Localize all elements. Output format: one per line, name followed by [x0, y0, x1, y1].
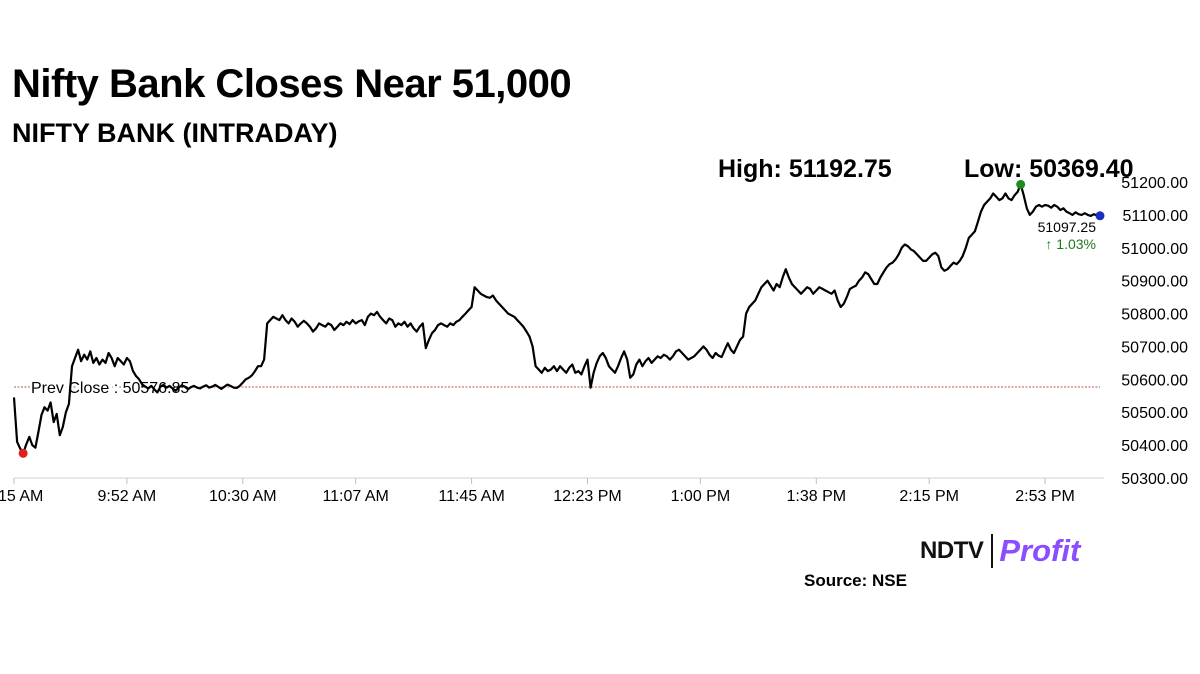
- logo-divider: [991, 534, 994, 568]
- y-tick-label: 51000.00: [1121, 241, 1188, 258]
- price-line: [12, 183, 1101, 455]
- x-tick-label: 9:15 AM: [0, 488, 43, 505]
- x-tick-label: 2:53 PM: [1015, 488, 1075, 505]
- x-tick-label: 11:45 AM: [438, 488, 504, 505]
- prev-close-label: Prev Close : 50576.85: [31, 380, 189, 397]
- x-tick-label: 2:15 PM: [899, 488, 959, 505]
- x-tick-label: 10:30 AM: [209, 488, 277, 505]
- chart-title: Nifty Bank Closes Near 51,000: [12, 62, 572, 106]
- change-label: ↑ 1.03%: [1045, 236, 1096, 252]
- low-stat: Low: 50369.40: [964, 155, 1134, 183]
- y-tick-label: 50400.00: [1121, 438, 1188, 455]
- y-tick-label: 50700.00: [1121, 339, 1188, 356]
- x-axis: 9:15 AM 9:52 AM 10:30 AM 11:07 AM 11:45 AM 12…: [0, 477, 1104, 505]
- x-tick-label: 12:23 PM: [553, 488, 621, 505]
- y-tick-label: 50800.00: [1121, 307, 1188, 324]
- profit-wordmark: Profit: [999, 533, 1081, 568]
- ndtv-wordmark: NDTV: [920, 537, 984, 564]
- y-tick-label: 50900.00: [1121, 274, 1188, 291]
- x-tick-label: 9:52 AM: [98, 488, 157, 505]
- ndtv-profit-logo: NDTV Profit: [920, 532, 1080, 570]
- x-tick-label: 1:00 PM: [671, 488, 731, 505]
- y-axis: 51200.00 51100.00 51000.00 50900.00 50800.00…: [1121, 175, 1188, 488]
- chart-subtitle: NIFTY BANK (INTRADAY): [12, 118, 338, 148]
- source-note: Source: NSE: [804, 571, 907, 590]
- x-tick-label: 1:38 PM: [787, 488, 847, 505]
- y-tick-label: 50300.00: [1121, 471, 1188, 488]
- x-tick-label: 11:07 AM: [322, 488, 388, 505]
- y-tick-label: 51200.00: [1121, 175, 1188, 192]
- high-marker: [1016, 179, 1026, 189]
- low-marker: [18, 448, 28, 458]
- last-value-marker: [1095, 211, 1105, 221]
- y-tick-label: 50600.00: [1121, 372, 1188, 389]
- y-tick-label: 51100.00: [1122, 208, 1188, 225]
- y-tick-label: 50500.00: [1121, 405, 1188, 422]
- series-group: [12, 183, 1101, 455]
- high-stat: High: 51192.75: [718, 155, 892, 183]
- last-value-label: 51097.25: [1038, 219, 1097, 235]
